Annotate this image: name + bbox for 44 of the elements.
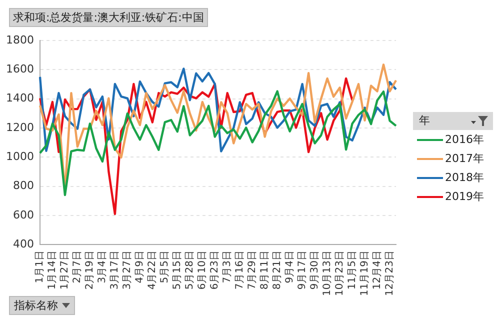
x-tick-label: 5月15日 — [172, 250, 183, 290]
y-tick-label: 1200 — [6, 120, 34, 134]
x-tick-label: 7月3日 — [222, 250, 233, 284]
x-tick-label: 8月21日 — [272, 250, 283, 290]
x-tick-label: 5月28日 — [184, 250, 196, 290]
legend-label: 2016年 — [445, 132, 484, 148]
x-tick-label: 10月23日 — [334, 250, 346, 296]
legend-label: 2019年 — [445, 189, 484, 205]
x-tick-label: 1月1日 — [34, 250, 46, 284]
x-tick-label: 4月22日 — [147, 250, 158, 290]
y-tick-label: 1600 — [6, 62, 34, 76]
x-tick-label: 9月4日 — [284, 250, 296, 284]
y-tick-label: 600 — [12, 208, 34, 222]
x-tick-label: 3月17日 — [110, 250, 121, 290]
x-tick-label: 2月7日 — [72, 250, 84, 284]
x-tick-label: 5月5日 — [160, 250, 170, 284]
y-tick-label: 1400 — [6, 92, 34, 105]
y-tick-label: 1800 — [6, 33, 34, 46]
y-tick-label: 800 — [12, 179, 34, 192]
legend-label: 2017年 — [445, 151, 484, 167]
x-tick-label: 3月4日 — [97, 250, 108, 284]
x-tick-label: 6月10日 — [196, 250, 208, 290]
x-tick-label: 7月16日 — [234, 250, 246, 290]
x-tick-label: 10月13日 — [322, 250, 333, 296]
x-tick-label: 1月14日 — [47, 250, 58, 290]
x-tick-label: 12月4日 — [372, 250, 383, 290]
legend-label: 2018年 — [445, 170, 484, 186]
text: 指标名称 — [14, 299, 58, 312]
x-tick-label: 4月9日 — [134, 250, 146, 284]
x-tick-label: 8月11日 — [259, 250, 270, 290]
x-tick-label: 1月27日 — [60, 250, 71, 290]
x-tick-label: 6月23日 — [209, 250, 220, 290]
x-tick-label: 9月30日 — [309, 250, 320, 290]
y-tick-label: 400 — [12, 237, 34, 250]
x-tick-label: 12月23日 — [384, 250, 396, 296]
legend-title: 年 — [419, 114, 430, 127]
x-tick-label: 11月19日 — [359, 250, 370, 296]
x-tick-label: 2月19日 — [84, 250, 96, 290]
x-tick-label: 9月17日 — [296, 250, 308, 290]
chart-title: 求和项:总发货量:澳大利亚:铁矿石:中国 — [9, 8, 208, 27]
x-tick-label: 3月27日 — [122, 250, 134, 290]
x-tick-label: 11月5日 — [346, 250, 358, 290]
y-tick-label: 1000 — [6, 150, 34, 164]
x-tick-label: 7月29日 — [246, 250, 258, 290]
